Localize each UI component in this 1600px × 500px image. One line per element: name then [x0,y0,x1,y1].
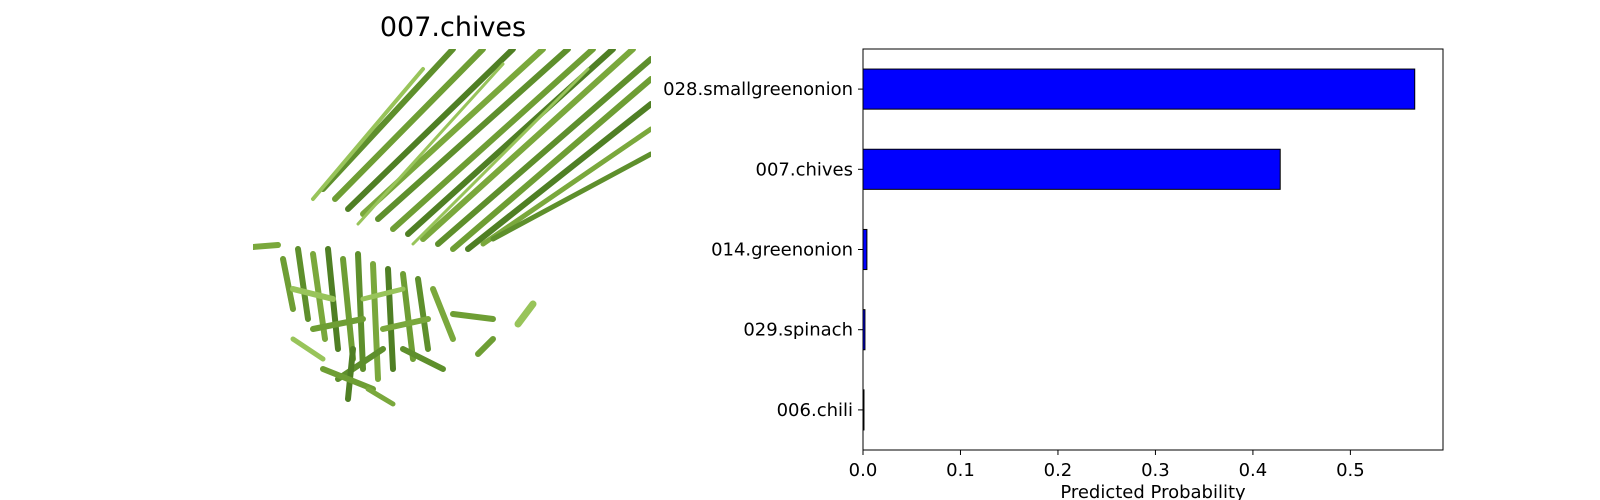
bar-007.chives [862,148,1281,190]
x-axis-label: Predicted Probability [1060,482,1246,500]
x-tick-label: 0.0 [849,460,878,481]
bars-group [862,68,1416,431]
plot-frame [862,48,1444,451]
y-tick-label: 029.spinach [743,320,853,341]
y-tick-group: 028.smallgreenonion 007.chives 014.greenon… [663,79,863,421]
x-tick-label: 0.5 [1336,460,1365,481]
bar-014.greenonion [862,228,868,271]
x-tick-group: 0.0 0.1 0.2 0.3 0.4 0.5 [849,450,1365,481]
bar-028.smallgreenonion [862,68,1416,110]
y-tick-label: 007.chives [756,159,854,180]
y-tick-label: 014.greenonion [711,240,853,261]
x-tick-label: 0.1 [946,460,975,481]
chives-photo [253,49,651,450]
image-title: 007.chives [379,12,527,43]
x-tick-label: 0.2 [1044,460,1073,481]
x-tick-label: 0.3 [1141,460,1170,481]
y-tick-label: 028.smallgreenonion [663,79,853,100]
x-tick-label: 0.4 [1239,460,1268,481]
y-tick-label: 006.chili [777,400,853,421]
